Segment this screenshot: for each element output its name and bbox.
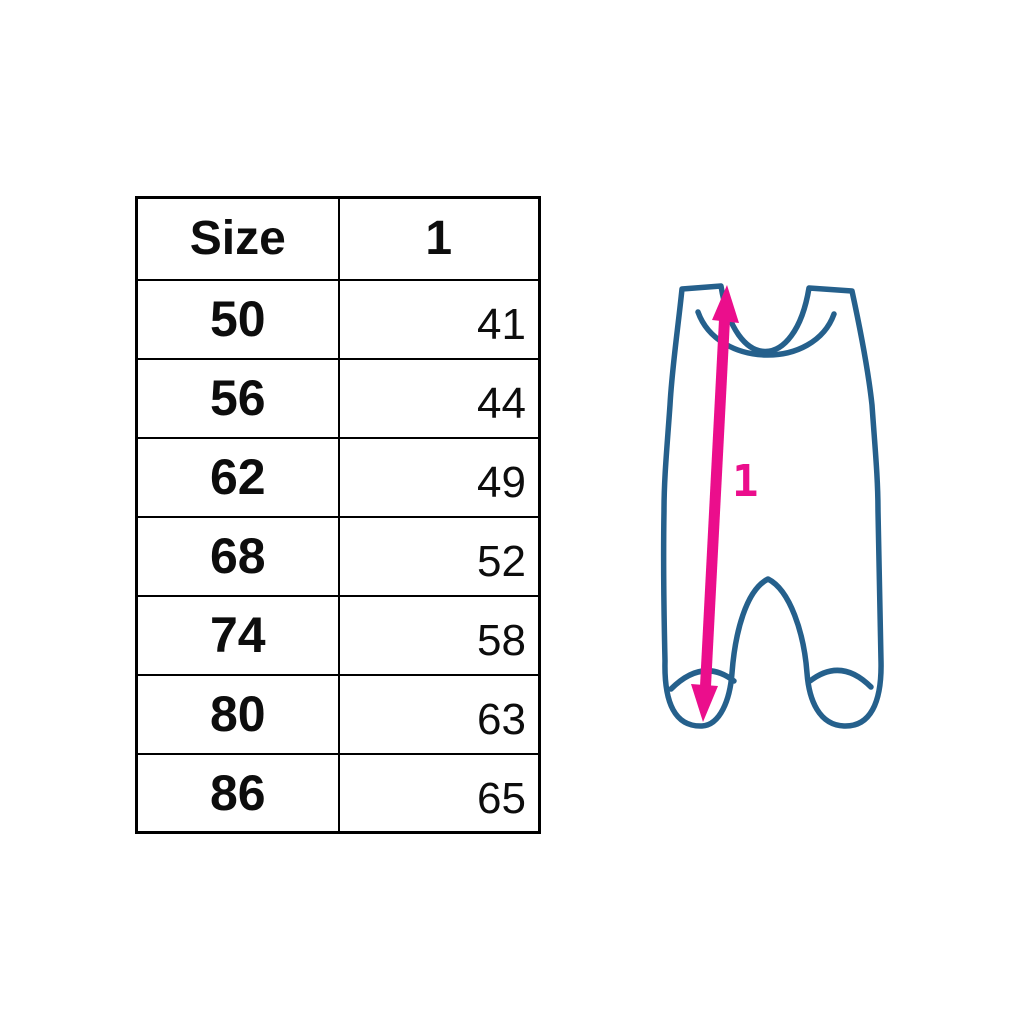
measurement-value: 65: [337, 752, 541, 834]
table-header-row: Size 1: [135, 196, 541, 281]
measurement-value: 44: [337, 357, 541, 439]
romper-illustration: 1: [660, 283, 884, 729]
measurement-value: 52: [337, 515, 541, 597]
table-row: 62 49: [135, 436, 541, 518]
measurement-value: 49: [337, 436, 541, 518]
size-value: 68: [135, 515, 340, 597]
measurement-column-header: 1: [337, 196, 541, 281]
table-row: 74 58: [135, 594, 541, 676]
measurement-label: 1: [732, 456, 759, 507]
measurement-arrow-shaft: [699, 309, 731, 697]
table-row: 50 41: [135, 278, 541, 360]
romper-neckband-path: [695, 309, 837, 358]
measurement-value: 41: [337, 278, 541, 360]
size-value: 80: [135, 673, 340, 755]
size-value: 50: [135, 278, 340, 360]
table-row: 56 44: [135, 357, 541, 439]
romper-outline-path: [660, 283, 884, 729]
size-table: Size 1 50 41 56 44 62 49 68 52 74: [135, 196, 541, 834]
measurement-arrow-head-top: [712, 285, 739, 323]
table-row: 86 65: [135, 752, 541, 834]
measurement-arrow-head-bottom: [691, 684, 718, 722]
size-value: 74: [135, 594, 340, 676]
size-column-header: Size: [135, 196, 340, 281]
table-row: 80 63: [135, 673, 541, 755]
measurement-value: 58: [337, 594, 541, 676]
size-value: 56: [135, 357, 340, 439]
size-value: 62: [135, 436, 340, 518]
size-value: 86: [135, 752, 340, 834]
romper-right-foot-arc: [807, 667, 874, 690]
table-row: 68 52: [135, 515, 541, 597]
measurement-value: 63: [337, 673, 541, 755]
